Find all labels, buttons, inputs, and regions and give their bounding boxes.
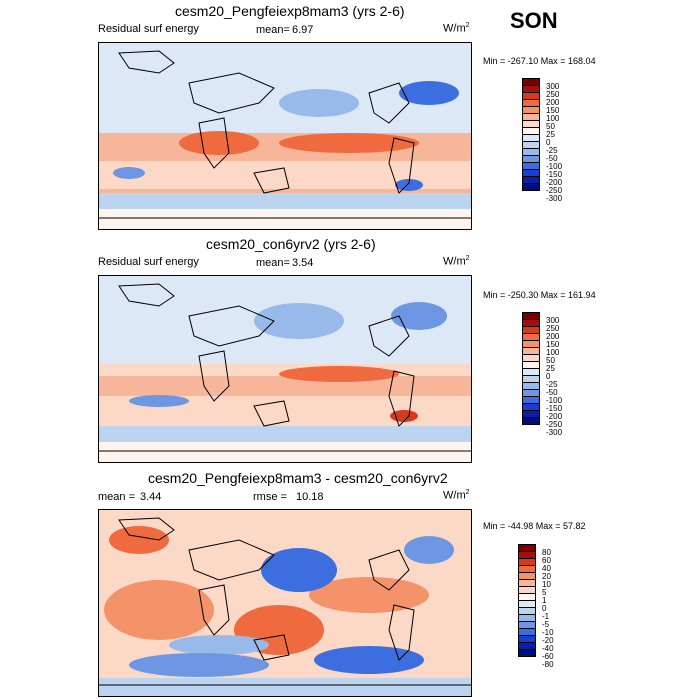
panel1-tick: -25 <box>546 146 558 155</box>
panel1-map-field <box>99 43 471 229</box>
panel3-map <box>98 509 472 697</box>
panel3-tick: -1 <box>542 612 550 621</box>
panel2-tick: -250 <box>546 420 563 429</box>
panel1-tick: 100 <box>546 114 560 123</box>
panel2-colorbar-ticks: 300 250 200 150 100 50 25 0 -25 -50 -100… <box>546 317 562 437</box>
panel1-colorbar-box <box>522 183 540 191</box>
panel2-map <box>98 275 472 463</box>
panel2-tick: -50 <box>546 388 558 397</box>
season-label: SON <box>510 8 558 33</box>
panel1-tick: 250 <box>546 90 560 99</box>
panel3-units: W/m2 <box>443 489 470 502</box>
panel2-tick: 0 <box>546 372 551 381</box>
panel3-tick: 40 <box>542 564 551 573</box>
panel3-tick: 60 <box>542 556 551 565</box>
panel2-mean-label: mean= <box>256 257 290 269</box>
panel2-tick: -100 <box>546 396 563 405</box>
panel2-minmax: Min = -250.30 Max = 161.94 <box>483 290 596 300</box>
panel3-mean-label: mean = <box>98 491 135 503</box>
panel2-map-field <box>99 276 471 462</box>
panel1-variable-label: Residual surf energy <box>98 23 199 35</box>
panel3-colorbar-box <box>518 649 536 657</box>
panel2-tick: -300 <box>546 428 563 437</box>
panel3-title: cesm20_Pengfeiexp8mam3 - cesm20_con6yrv2 <box>148 470 448 486</box>
panel2-title: cesm20_con6yrv2 (yrs 2-6) <box>206 236 376 252</box>
panel1-tick: 0 <box>546 138 551 147</box>
panel3-tick: 20 <box>542 572 551 581</box>
panel3-colorbar <box>518 544 536 657</box>
panel1-tick: -150 <box>546 170 563 179</box>
panel3-tick: 80 <box>542 548 551 557</box>
panel3-rmse-value: 10.18 <box>296 491 324 503</box>
panel3-minmax: Min = -44.98 Max = 57.82 <box>483 521 586 531</box>
panel1-minmax: Min = -267.10 Max = 168.04 <box>483 56 596 66</box>
panel2-tick: 250 <box>546 324 560 333</box>
panel3-tick: -5 <box>542 620 550 629</box>
panel3-colorbar-ticks: 80 60 40 20 10 5 1 0 -1 -5 -10 -20 -40 -… <box>542 549 554 669</box>
panel1-units: W/m2 <box>443 22 470 35</box>
panel2-tick: 100 <box>546 348 560 357</box>
panel2-mean-value: 3.54 <box>292 257 314 269</box>
panel1-colorbar-ticks: 300 250 200 150 100 50 25 0 -25 -50 -100… <box>546 83 562 203</box>
panel2-tick: 25 <box>546 364 555 373</box>
panel3-rmse-label: rmse = <box>253 491 287 503</box>
panel3-tick: 0 <box>542 604 547 613</box>
panel1-tick: -100 <box>546 162 563 171</box>
panel3-tick: -20 <box>542 636 554 645</box>
panel2-units: W/m2 <box>443 255 470 268</box>
panel3-map-field <box>99 510 471 696</box>
panel3-tick: 5 <box>542 588 547 597</box>
panel1-colorbar <box>522 78 540 191</box>
panel3-tick: -60 <box>542 652 554 661</box>
panel1-tick: -300 <box>546 194 563 203</box>
panel3-tick: -80 <box>542 660 554 669</box>
panel2-tick: 150 <box>546 340 560 349</box>
panel1-tick: 25 <box>546 130 555 139</box>
panel2-colorbar-box <box>522 417 540 425</box>
panel1-tick: -50 <box>546 154 558 163</box>
panel2-tick: -200 <box>546 412 563 421</box>
panel1-title: cesm20_Pengfeiexp8mam3 (yrs 2-6) <box>175 3 405 19</box>
panel3-tick: 10 <box>542 580 551 589</box>
panel2-colorbar <box>522 312 540 425</box>
panel1-map <box>98 42 472 230</box>
panel2-tick: -150 <box>546 404 563 413</box>
panel2-variable-label: Residual surf energy <box>98 256 199 268</box>
panel2-tick: 300 <box>546 316 560 325</box>
panel3-mean-value: 3.44 <box>140 491 162 503</box>
panel2-tick: 50 <box>546 356 555 365</box>
panel2-tick: 200 <box>546 332 560 341</box>
panel1-tick: -200 <box>546 178 563 187</box>
panel1-tick: 200 <box>546 98 560 107</box>
panel2-tick: -25 <box>546 380 558 389</box>
panel1-mean-label: mean= <box>256 24 290 36</box>
panel3-tick: -10 <box>542 628 554 637</box>
panel3-tick: 1 <box>542 596 547 605</box>
panel1-tick: 150 <box>546 106 560 115</box>
panel1-tick: 300 <box>546 82 560 91</box>
panel1-tick: 50 <box>546 122 555 131</box>
panel1-mean-value: 6.97 <box>292 24 314 36</box>
panel3-tick: -40 <box>542 644 554 653</box>
panel1-tick: -250 <box>546 186 563 195</box>
